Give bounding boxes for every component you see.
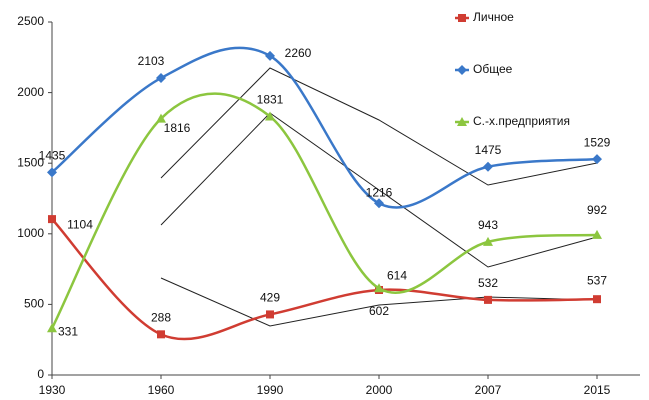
marker xyxy=(47,323,57,333)
marker xyxy=(47,167,57,178)
y-tick-label: 1500 xyxy=(17,155,44,169)
data-label: 1529 xyxy=(584,135,611,149)
x-tick-label: 1990 xyxy=(257,383,284,397)
marker xyxy=(156,73,166,84)
marker xyxy=(457,65,467,75)
data-label: 2260 xyxy=(285,46,312,60)
marker xyxy=(156,113,166,123)
marker xyxy=(48,215,56,224)
data-label: 288 xyxy=(151,311,171,325)
marker xyxy=(457,117,467,126)
y-tick-label: 0 xyxy=(37,367,44,381)
data-label: 532 xyxy=(478,276,498,290)
legend-label: Общее xyxy=(473,62,513,76)
data-label: 2103 xyxy=(138,54,165,68)
marker xyxy=(593,295,601,304)
legend-label: Личное xyxy=(473,10,514,24)
x-tick-label: 1930 xyxy=(39,383,66,397)
marker xyxy=(265,50,275,61)
y-tick-label: 500 xyxy=(24,297,44,311)
data-label: 602 xyxy=(369,304,389,318)
marker xyxy=(592,154,602,165)
leader-line xyxy=(160,67,598,186)
data-label: 943 xyxy=(478,218,498,232)
marker xyxy=(157,330,165,339)
data-label: 614 xyxy=(387,268,407,282)
leader-line xyxy=(160,112,598,268)
marker xyxy=(592,229,602,239)
data-label: 1435 xyxy=(39,149,66,163)
data-label: 1216 xyxy=(366,185,393,199)
y-tick-label: 1000 xyxy=(17,226,44,240)
marker xyxy=(374,283,384,293)
decor-lines xyxy=(160,67,598,327)
marker xyxy=(265,111,275,121)
data-label: 992 xyxy=(587,203,607,217)
marker xyxy=(483,236,493,246)
legend-label: С.-х.предприятия xyxy=(473,114,570,128)
leader-line xyxy=(160,277,598,327)
marker xyxy=(374,198,384,209)
marker xyxy=(483,161,493,172)
series-line xyxy=(51,218,598,341)
data-label: 537 xyxy=(587,273,607,287)
marker xyxy=(266,310,274,319)
y-tick-label: 2500 xyxy=(17,14,44,28)
x-tick-label: 2015 xyxy=(584,383,611,397)
marker xyxy=(484,295,492,304)
data-label: 1475 xyxy=(475,143,502,157)
data-label: 1104 xyxy=(67,217,93,231)
x-tick-label: 2000 xyxy=(366,383,393,397)
data-label: 1816 xyxy=(164,121,191,135)
marker xyxy=(458,14,466,22)
y-tick-label: 2000 xyxy=(17,85,44,99)
data-label: 429 xyxy=(260,291,280,305)
x-tick-label: 2007 xyxy=(475,383,502,397)
data-label: 1831 xyxy=(257,93,284,107)
x-tick-label: 1960 xyxy=(148,383,175,397)
data-label: 331 xyxy=(58,324,78,338)
